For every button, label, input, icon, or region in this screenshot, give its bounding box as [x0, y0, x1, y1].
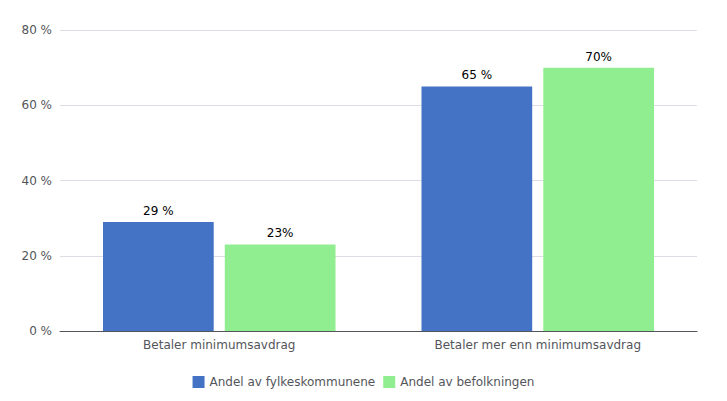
svg-text:20 %: 20 % — [22, 249, 53, 263]
svg-text:80 %: 80 % — [22, 23, 53, 37]
svg-text:Betaler minimumsavdrag: Betaler minimumsavdrag — [143, 338, 295, 352]
svg-text:Andel av fylkeskommunene: Andel av fylkeskommunene — [210, 375, 376, 389]
svg-text:23%: 23% — [267, 226, 294, 240]
svg-text:65 %: 65 % — [462, 68, 493, 82]
svg-text:40 %: 40 % — [22, 174, 53, 188]
svg-text:60 %: 60 % — [22, 98, 53, 112]
svg-text:29 %: 29 % — [143, 204, 174, 218]
svg-text:Andel av befolkningen: Andel av befolkningen — [400, 375, 534, 389]
svg-text:70%: 70% — [585, 50, 612, 64]
svg-text:Betaler mer enn minimumsavdrag: Betaler mer enn minimumsavdrag — [434, 338, 641, 352]
svg-text:0 %: 0 % — [29, 324, 52, 338]
